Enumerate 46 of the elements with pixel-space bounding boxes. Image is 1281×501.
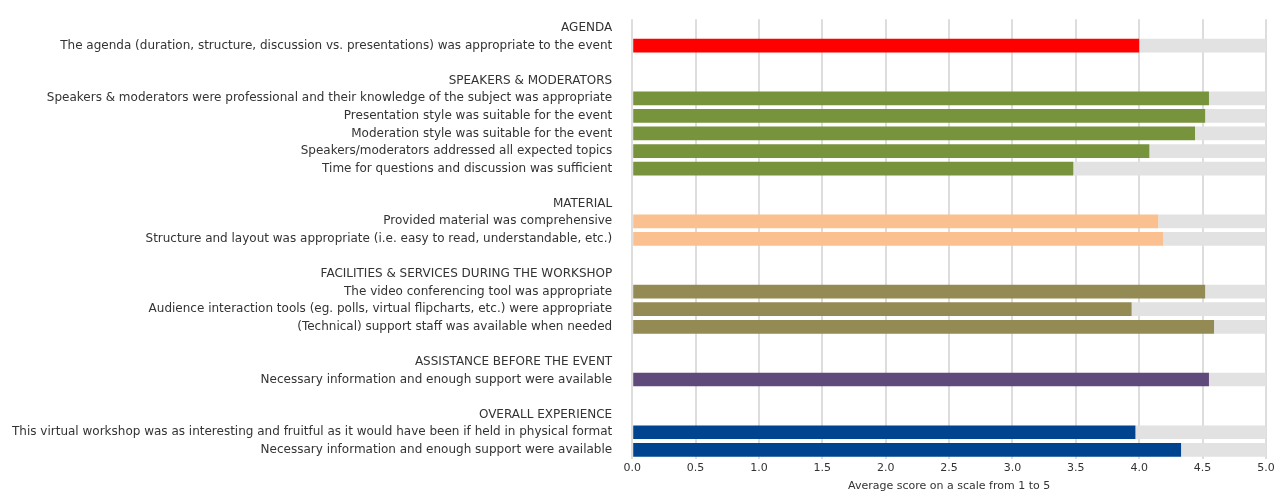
bar	[633, 319, 1215, 334]
bar	[633, 109, 1206, 123]
x-tick-label: 3.0	[1003, 461, 1022, 475]
y-tick-label: Presentation style was suitable for the event	[343, 107, 613, 122]
bar	[633, 425, 1136, 440]
x-tick-label: 4.0	[1130, 461, 1148, 475]
x-tick-label: 1.0	[750, 461, 768, 475]
y-tick-label: This virtual workshop was as interesting and fruitful as it would have been if held in physical format	[10, 424, 613, 439]
bar	[633, 91, 1209, 106]
y-tick-label: Speakers/moderators addressed all expected topics	[300, 143, 613, 158]
y-tick-label: The agenda (duration, structure, discussion vs. presentations) was appropriate to the event	[59, 37, 613, 52]
x-tick-label: 5.0	[1257, 461, 1275, 475]
y-tick-label: The video conferencing tool was appropriate	[343, 283, 613, 298]
bar	[633, 302, 1132, 317]
x-tick-label: 0.0	[623, 461, 641, 475]
y-tick-label: OVERALL EXPERIENCE	[478, 406, 613, 421]
x-tick-label: 0.5	[686, 461, 705, 475]
x-axis-title: Average score on a scale from 1 to 5	[848, 479, 1051, 493]
bar	[633, 372, 1209, 387]
bar	[633, 126, 1196, 141]
bar	[633, 161, 1074, 176]
bar	[633, 38, 1140, 53]
y-tick-label: SPEAKERS & MODERATORS	[448, 72, 613, 87]
bar	[633, 144, 1150, 158]
bar	[633, 442, 1182, 457]
x-tick-label: 4.5	[1193, 461, 1212, 475]
y-tick-label: Speakers & moderators were professional and their knowledge of the subject was appropriate	[46, 90, 613, 105]
y-tick-label: Provided material was comprehensive	[383, 213, 613, 228]
bar	[633, 284, 1206, 299]
y-tick-label: MATERIAL	[552, 195, 613, 210]
y-tick-label: (Technical) support staff was available when needed	[297, 318, 613, 333]
x-tick-label: 2.5	[940, 461, 958, 475]
y-tick-label: Necessary information and enough support were available	[260, 441, 613, 456]
y-tick-label: Structure and layout was appropriate (i.e. easy to read, understandable, etc.)	[145, 231, 613, 246]
bar	[633, 232, 1164, 246]
y-tick-label: ASSISTANCE BEFORE THE EVENT	[414, 354, 613, 369]
x-tick-label: 3.5	[1067, 461, 1085, 475]
x-tick-label: 2.0	[876, 461, 895, 475]
y-tick-label: FACILITIES & SERVICES DURING THE WORKSHOP	[320, 266, 613, 281]
y-tick-label: Audience interaction tools (eg. polls, virtual flipcharts, etc.) were appropriate	[148, 301, 613, 316]
y-tick-label: AGENDA	[561, 20, 613, 35]
y-tick-label: Moderation style was suitable for the event	[351, 125, 613, 140]
bar	[633, 214, 1159, 229]
y-tick-label: Necessary information and enough support were available	[260, 371, 613, 386]
x-tick-label: 1.5	[813, 461, 832, 475]
y-tick-label: Time for questions and discussion was sufficient	[321, 160, 613, 175]
